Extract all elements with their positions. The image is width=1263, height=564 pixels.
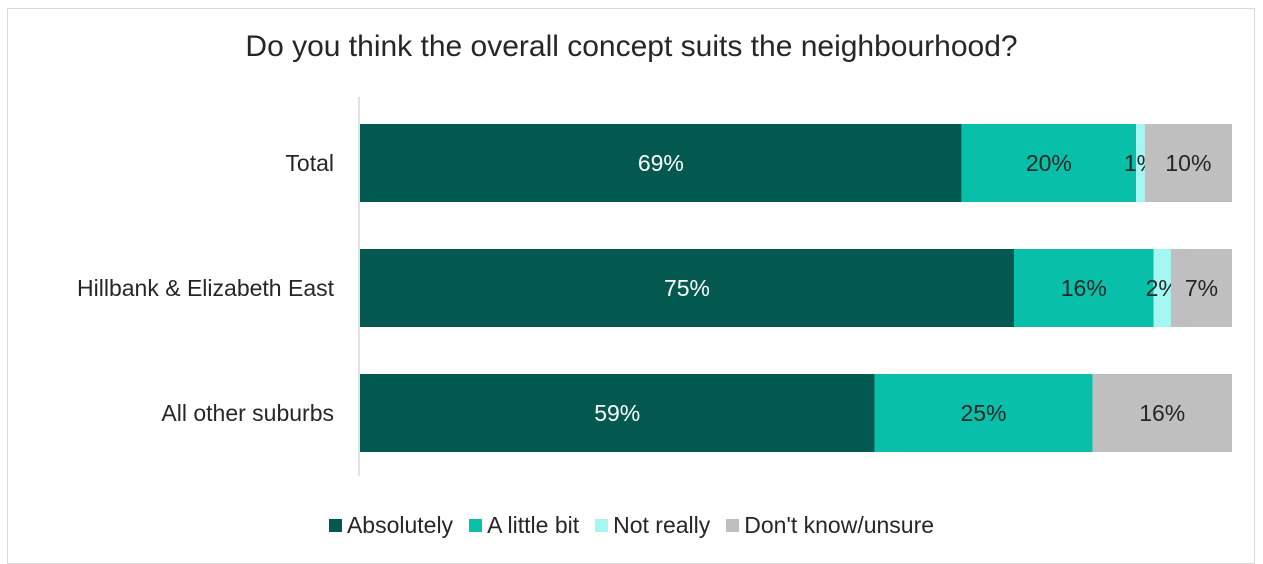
data-label: 69% bbox=[638, 150, 684, 176]
data-label: 16% bbox=[1061, 275, 1107, 301]
bar-segment bbox=[961, 124, 1137, 202]
legend-swatch bbox=[595, 519, 609, 532]
category-label: All other suburbs bbox=[161, 400, 334, 426]
legend: Absolutely A little bit Not really Don't kn… bbox=[0, 512, 1263, 539]
chart-plot: Total 69% 20% 1% 10%Hillbank & Elizabeth Eas… bbox=[77, 97, 1232, 476]
legend-label: Don't know/unsure bbox=[744, 512, 935, 538]
legend-item: Not really bbox=[595, 512, 710, 539]
category-label: Total bbox=[285, 150, 334, 176]
bar-segment bbox=[874, 374, 1093, 452]
bar-segment bbox=[1092, 374, 1232, 452]
bar-segment bbox=[360, 124, 962, 202]
data-label: 10% bbox=[1165, 150, 1211, 176]
bar-segment bbox=[1170, 249, 1232, 327]
category-label: Hillbank & Elizabeth East bbox=[77, 275, 335, 301]
legend-item: Absolutely bbox=[328, 512, 454, 539]
legend-label: Not really bbox=[613, 512, 711, 538]
data-label: 7% bbox=[1185, 275, 1218, 301]
bar-segment bbox=[360, 249, 1014, 327]
legend-swatch bbox=[469, 519, 483, 532]
bar-segment bbox=[360, 374, 875, 452]
bar-segment bbox=[1153, 249, 1171, 327]
data-label: 16% bbox=[1139, 400, 1185, 426]
legend-label: Absolutely bbox=[346, 512, 454, 538]
bar-segment bbox=[1144, 124, 1232, 202]
legend-item: Don't know/unsure bbox=[726, 512, 934, 539]
legend-swatch bbox=[328, 519, 342, 532]
chart-title: Do you think the overall concept suits t… bbox=[245, 30, 1018, 63]
legend-swatch bbox=[726, 519, 740, 532]
data-label: 20% bbox=[1026, 150, 1072, 176]
legend-label: A little bit bbox=[487, 512, 580, 538]
bar-segment bbox=[1014, 249, 1154, 327]
data-label: 25% bbox=[960, 400, 1006, 426]
legend-item: A little bit bbox=[469, 512, 579, 539]
data-label: 59% bbox=[594, 400, 640, 426]
bar-segment bbox=[1136, 124, 1145, 202]
data-label: 75% bbox=[664, 275, 710, 301]
